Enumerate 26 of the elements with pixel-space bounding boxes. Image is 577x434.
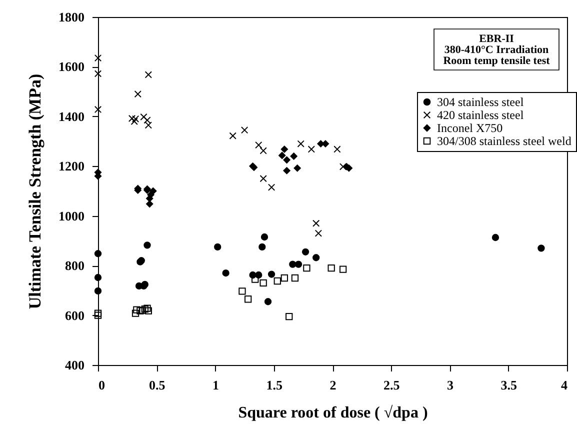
annotation: EBR-II (479, 33, 514, 45)
x-tick-label: 3 (447, 378, 454, 392)
x-tick-label: 3.5 (500, 378, 518, 392)
y-tick-label: 400 (65, 358, 84, 372)
x-tick-label: 1 (212, 378, 219, 392)
x-tick-label: 2.5 (384, 378, 400, 392)
y-tick-label: 1400 (58, 108, 84, 124)
x-tick-label: 0.5 (149, 378, 166, 392)
x-axis-title: Square root of dose ( √dpa ) (238, 404, 428, 422)
legend-label: 304 stainless steel (437, 95, 524, 109)
annotation: Room temp tensile test (443, 55, 550, 67)
y-tick-label: 1800 (58, 10, 84, 24)
y-tick-label: 800 (65, 258, 84, 274)
y-axis-title: Ultimate Tensile Strength (MPa) (26, 74, 44, 310)
legend-label: Inconel X750 (437, 121, 503, 135)
x-tick-label: 0 (98, 378, 105, 392)
x-tick-label: 4 (561, 378, 568, 392)
y-tick-label: 1000 (58, 208, 84, 224)
y-tick-label: 600 (65, 308, 84, 323)
y-tick-label: 1600 (58, 59, 84, 74)
legend-label: 304/308 stainless steel weld (437, 134, 572, 148)
annotation: 380-410°C Irradiation (444, 44, 549, 56)
legend-label: 420 stainless steel (437, 108, 524, 122)
y-tick-label: 1200 (58, 158, 84, 174)
x-tick-label: 2 (330, 378, 336, 392)
x-tick-label: 1.5 (266, 378, 283, 392)
